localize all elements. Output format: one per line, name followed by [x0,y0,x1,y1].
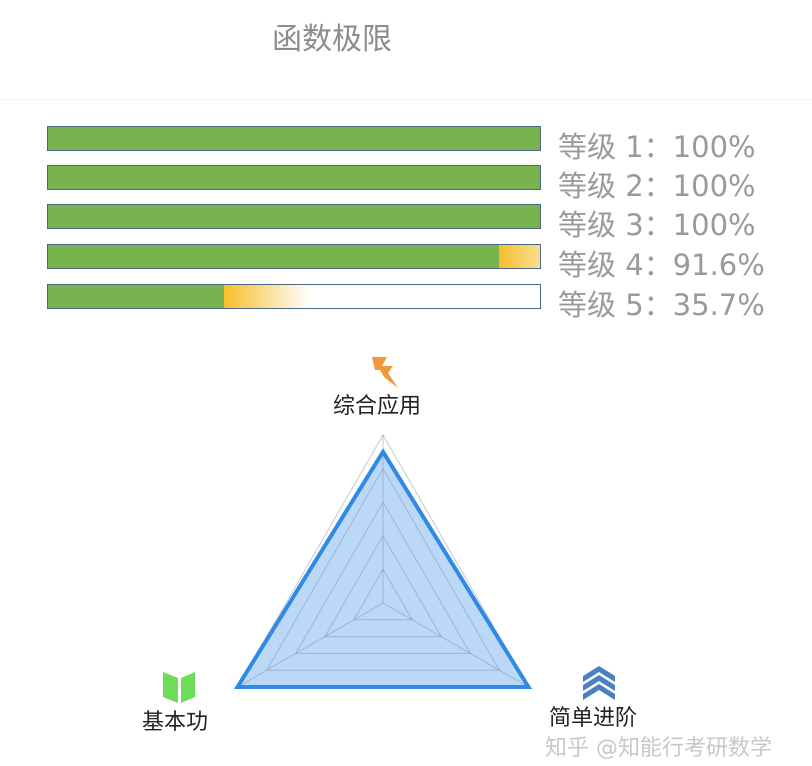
radar-grid-spoke [382,602,529,688]
progress-bar-level-3 [47,204,541,229]
progress-bar-level-2 [47,165,541,190]
level-label: 等级 5：35.7% [558,288,765,322]
chevrons-up-icon [583,666,615,682]
radar-series-line [233,447,533,689]
page-title: 函数极限 [272,22,392,57]
level-label: 等级 3：100% [558,208,756,242]
radar-grid-ring [353,568,413,621]
lightning-icon [372,357,398,388]
progress-partial-gradient [498,245,540,268]
book-icon [163,672,178,703]
watermark: 知乎 @知能行考研数学 [545,736,772,761]
divider [0,99,812,100]
progress-fill [48,127,540,150]
book-icon-right [181,672,195,703]
axis-label-advanced: 简单进阶 [549,706,638,731]
progress-bar-level-4 [47,244,541,269]
progress-fill [48,245,499,268]
radar-grid-ring [294,501,472,654]
level-label: 等级 2：100% [558,169,756,203]
chevrons-up-icon [583,684,615,700]
level-label: 等级 1：100% [558,130,756,164]
progress-bar-level-1 [47,126,541,151]
progress-fill [48,166,540,189]
progress-partial-gradient [223,285,310,308]
radar-grid-spoke [237,602,384,688]
radar-area-fill [237,451,529,687]
radar-grid-ring [323,534,443,638]
progress-bar-level-5 [47,284,541,309]
progress-fill [48,205,540,228]
radar-grid-ring [265,467,501,671]
chevrons-up-icon [583,675,615,691]
axis-label-comprehensive: 综合应用 [333,394,422,419]
axis-label-basic: 基本功 [142,710,209,735]
level-label: 等级 4：91.6% [558,248,765,282]
progress-fill [48,285,224,308]
